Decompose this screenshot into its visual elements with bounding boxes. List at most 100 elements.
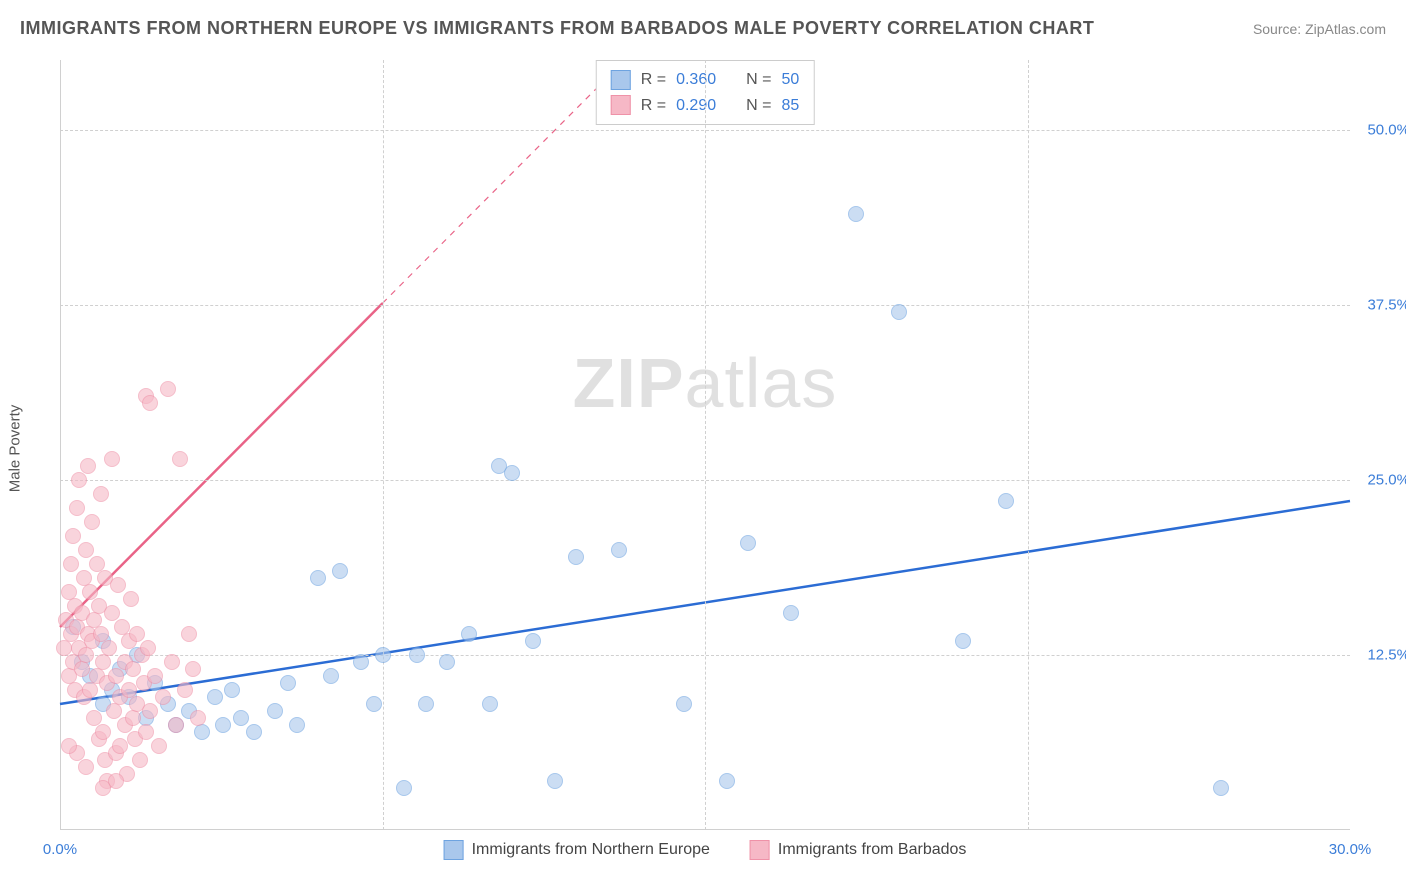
y-axis-line xyxy=(60,60,61,830)
scatter-marker xyxy=(848,206,864,222)
scatter-marker xyxy=(525,633,541,649)
trend-line-dashed xyxy=(383,60,625,303)
series-label: Immigrants from Barbados xyxy=(778,841,967,859)
scatter-marker xyxy=(310,570,326,586)
scatter-marker xyxy=(104,451,120,467)
scatter-marker xyxy=(504,465,520,481)
x-tick-label: 30.0% xyxy=(1329,841,1372,858)
scatter-marker xyxy=(172,451,188,467)
scatter-marker xyxy=(106,703,122,719)
scatter-marker xyxy=(140,640,156,656)
r-label: R = xyxy=(641,93,666,119)
scatter-marker xyxy=(142,703,158,719)
scatter-marker xyxy=(177,682,193,698)
y-tick-label: 25.0% xyxy=(1355,472,1406,489)
scatter-marker xyxy=(353,654,369,670)
scatter-marker xyxy=(332,563,348,579)
series-legend-item: Immigrants from Barbados xyxy=(750,840,967,860)
scatter-marker xyxy=(112,738,128,754)
scatter-marker xyxy=(547,773,563,789)
scatter-marker xyxy=(155,689,171,705)
scatter-marker xyxy=(568,549,584,565)
scatter-marker xyxy=(110,577,126,593)
n-label: N = xyxy=(746,67,771,93)
scatter-marker xyxy=(323,668,339,684)
x-tick-label: 0.0% xyxy=(43,841,77,858)
swatch-blue xyxy=(444,840,464,860)
scatter-marker xyxy=(93,486,109,502)
scatter-marker xyxy=(181,626,197,642)
chart-container: IMMIGRANTS FROM NORTHERN EUROPE VS IMMIG… xyxy=(0,0,1406,892)
y-tick-label: 50.0% xyxy=(1355,122,1406,139)
scatter-marker xyxy=(63,556,79,572)
swatch-blue xyxy=(611,70,631,90)
grid-line-vertical xyxy=(383,60,384,830)
y-tick-label: 12.5% xyxy=(1355,647,1406,664)
y-tick-label: 37.5% xyxy=(1355,297,1406,314)
scatter-marker xyxy=(138,724,154,740)
scatter-marker xyxy=(164,654,180,670)
scatter-marker xyxy=(280,675,296,691)
scatter-marker xyxy=(95,724,111,740)
scatter-marker xyxy=(78,647,94,663)
grid-line-vertical xyxy=(705,60,706,830)
scatter-marker xyxy=(418,696,434,712)
scatter-marker xyxy=(168,717,184,733)
scatter-marker xyxy=(409,647,425,663)
scatter-marker xyxy=(194,724,210,740)
watermark-rest: atlas xyxy=(685,344,838,422)
scatter-marker xyxy=(61,738,77,754)
scatter-marker xyxy=(84,514,100,530)
scatter-marker xyxy=(95,654,111,670)
scatter-marker xyxy=(955,633,971,649)
scatter-marker xyxy=(74,661,90,677)
grid-line-vertical xyxy=(1028,60,1029,830)
scatter-marker xyxy=(611,542,627,558)
scatter-marker xyxy=(108,668,124,684)
scatter-marker xyxy=(224,682,240,698)
scatter-marker xyxy=(740,535,756,551)
r-label: R = xyxy=(641,67,666,93)
scatter-marker xyxy=(123,591,139,607)
scatter-marker xyxy=(396,780,412,796)
r-value: 0.290 xyxy=(676,93,716,119)
scatter-marker xyxy=(78,542,94,558)
watermark-bold: ZIP xyxy=(573,344,685,422)
series-label: Immigrants from Northern Europe xyxy=(472,841,710,859)
scatter-marker xyxy=(215,717,231,733)
scatter-marker xyxy=(104,605,120,621)
scatter-marker xyxy=(101,640,117,656)
scatter-marker xyxy=(998,493,1014,509)
n-value: 85 xyxy=(781,93,799,119)
scatter-marker xyxy=(190,710,206,726)
scatter-marker xyxy=(267,703,283,719)
n-value: 50 xyxy=(781,67,799,93)
swatch-pink xyxy=(750,840,770,860)
scatter-marker xyxy=(160,381,176,397)
scatter-marker xyxy=(1213,780,1229,796)
scatter-marker xyxy=(246,724,262,740)
scatter-marker xyxy=(676,696,692,712)
scatter-marker xyxy=(185,661,201,677)
scatter-marker xyxy=(82,682,98,698)
series-legend: Immigrants from Northern Europe Immigran… xyxy=(444,840,967,860)
swatch-pink xyxy=(611,95,631,115)
scatter-marker xyxy=(891,304,907,320)
n-label: N = xyxy=(746,93,771,119)
scatter-marker xyxy=(289,717,305,733)
title-bar: IMMIGRANTS FROM NORTHERN EUROPE VS IMMIG… xyxy=(20,18,1386,39)
scatter-marker xyxy=(65,528,81,544)
scatter-marker xyxy=(142,395,158,411)
scatter-marker xyxy=(375,647,391,663)
chart-title: IMMIGRANTS FROM NORTHERN EUROPE VS IMMIG… xyxy=(20,18,1094,39)
y-axis-label: Male Poverty xyxy=(7,405,24,493)
scatter-marker xyxy=(125,661,141,677)
scatter-marker xyxy=(783,605,799,621)
scatter-marker xyxy=(78,759,94,775)
series-legend-item: Immigrants from Northern Europe xyxy=(444,840,710,860)
scatter-marker xyxy=(125,710,141,726)
scatter-marker xyxy=(719,773,735,789)
scatter-marker xyxy=(366,696,382,712)
scatter-marker xyxy=(69,500,85,516)
scatter-marker xyxy=(147,668,163,684)
